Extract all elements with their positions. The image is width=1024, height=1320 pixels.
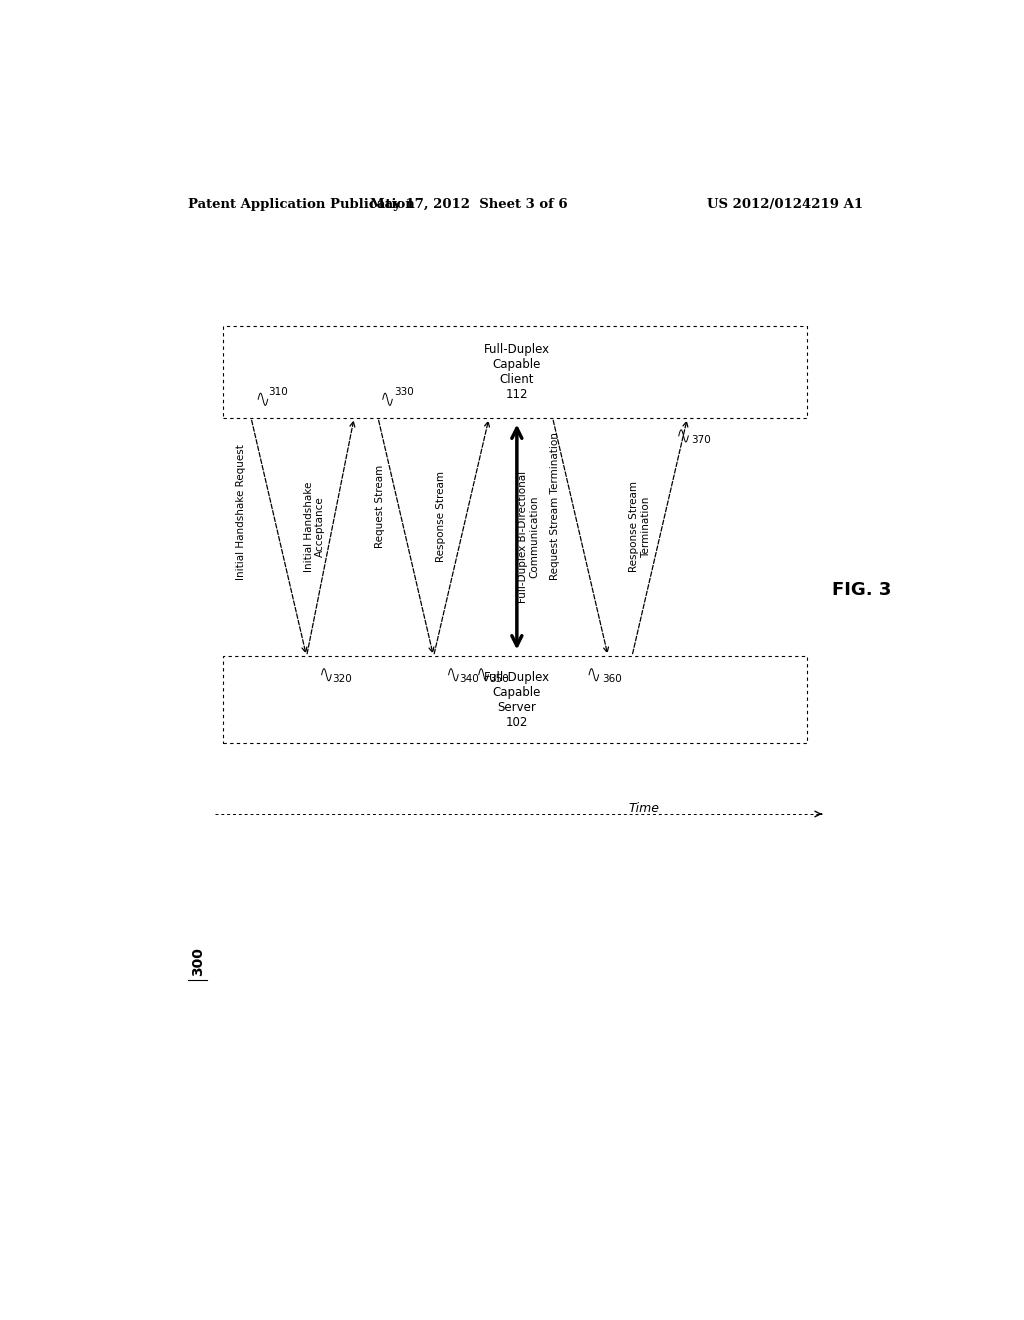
- Text: Full-Duplex
Capable
Server
102: Full-Duplex Capable Server 102: [483, 671, 550, 729]
- Text: 320: 320: [332, 673, 351, 684]
- Text: FIG. 3: FIG. 3: [833, 581, 892, 599]
- Text: Request Stream: Request Stream: [376, 465, 385, 548]
- Text: 370: 370: [691, 436, 712, 445]
- Text: 330: 330: [394, 387, 414, 397]
- Text: Full-Duplex
Capable
Client
112: Full-Duplex Capable Client 112: [483, 343, 550, 401]
- Text: Patent Application Publication: Patent Application Publication: [187, 198, 415, 211]
- Text: Response Stream: Response Stream: [436, 471, 446, 562]
- Text: US 2012/0124219 A1: US 2012/0124219 A1: [708, 198, 863, 211]
- Text: 310: 310: [268, 387, 288, 397]
- Text: Response Stream
Termination: Response Stream Termination: [629, 482, 650, 573]
- Text: Initial Handshake
Acceptance: Initial Handshake Acceptance: [304, 482, 326, 572]
- Text: Initial Handshake Request: Initial Handshake Request: [237, 444, 247, 579]
- Text: 360: 360: [602, 673, 622, 684]
- Text: 350: 350: [489, 673, 509, 684]
- Text: 340: 340: [459, 673, 478, 684]
- Text: May 17, 2012  Sheet 3 of 6: May 17, 2012 Sheet 3 of 6: [371, 198, 568, 211]
- Bar: [223, 326, 807, 417]
- Text: Request Stream Termination: Request Stream Termination: [550, 433, 560, 581]
- Bar: [223, 656, 807, 743]
- Text: Full-Duplex Bi-Directional
Communication: Full-Duplex Bi-Directional Communication: [518, 471, 540, 603]
- Text: 300: 300: [190, 946, 205, 975]
- Text: Time: Time: [629, 803, 659, 814]
